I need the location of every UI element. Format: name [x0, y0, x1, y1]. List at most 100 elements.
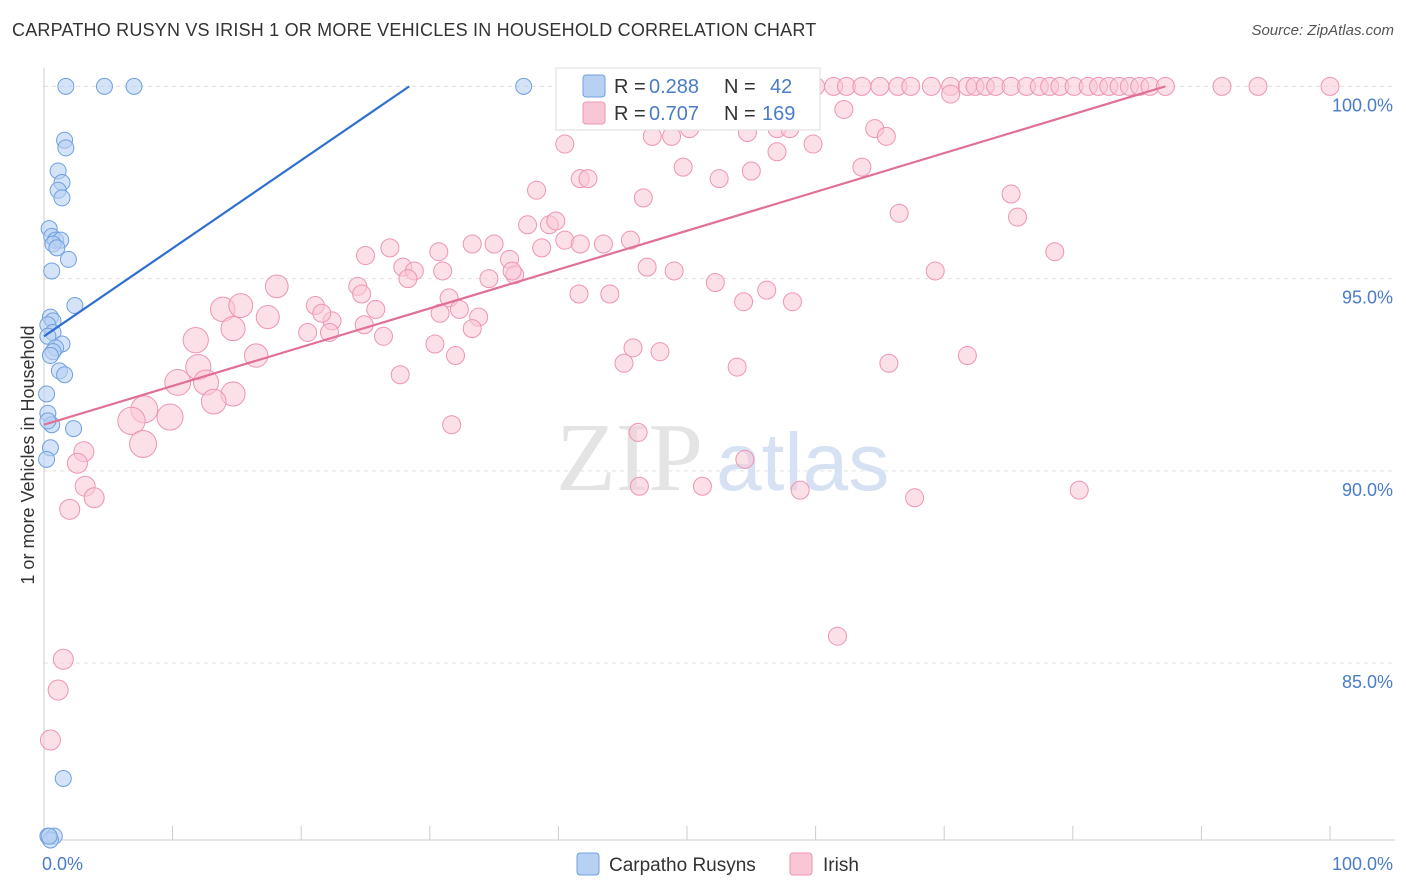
- irish-point-77: [532, 238, 552, 258]
- irish-point-70: [546, 211, 566, 231]
- irish-point-76: [484, 234, 504, 254]
- rusyn-point-41: [40, 827, 58, 845]
- irish-point-15: [870, 76, 890, 96]
- irish-point-152: [827, 626, 847, 646]
- y-tick-labels: 85.0% 90.0% 95.0% 100.0%: [1332, 95, 1393, 692]
- irish-point-104: [449, 299, 469, 319]
- rusyn-point-30: [38, 385, 56, 403]
- rusyn-point-5: [57, 139, 75, 157]
- x-tick-label-0: 0.0%: [42, 854, 83, 874]
- irish-point-119: [425, 334, 445, 354]
- irish-point-60: [709, 169, 729, 189]
- rusyn-point-27: [41, 347, 59, 365]
- irish-point-153: [52, 648, 74, 670]
- irish-point-154: [47, 679, 69, 701]
- legend-box: R = 0.288 N = 42 R = 0.707 N = 169: [555, 67, 821, 131]
- irish-point-66: [889, 203, 909, 223]
- irish-point-97: [569, 284, 589, 304]
- irish-point-146: [629, 476, 649, 496]
- trend-lines: [43, 85, 1166, 426]
- irish-point-142: [735, 449, 755, 469]
- irish-point-65: [1001, 184, 1021, 204]
- irish-point-145: [83, 487, 105, 509]
- irish-point-40: [1320, 76, 1340, 96]
- trend-line-0: [43, 85, 410, 338]
- irish-point-125: [879, 353, 899, 373]
- irish-point-39: [1248, 76, 1268, 96]
- irish-point-96: [600, 284, 620, 304]
- rusyn-point-1: [95, 77, 113, 95]
- irish-point-121: [650, 342, 670, 362]
- bottom-legend-swatch-irish: [789, 852, 813, 876]
- irish-point-99: [757, 280, 777, 300]
- irish-point-57: [852, 157, 872, 177]
- irish-point-59: [741, 161, 761, 181]
- y-tick-label-3: 100.0%: [1332, 95, 1393, 115]
- legend-n-label-2: N =: [724, 103, 756, 125]
- irish-point-133: [200, 388, 227, 415]
- legend-n-value-2: 169: [762, 103, 795, 125]
- irish-point-124: [727, 357, 747, 377]
- irish-point-68: [518, 215, 538, 235]
- irish-point-67: [1008, 207, 1028, 227]
- rusyn-point-34: [65, 420, 83, 438]
- rusyn-point-0: [57, 77, 75, 95]
- irish-point-44: [834, 99, 854, 119]
- irish-point-52: [803, 134, 823, 154]
- rusyn-point-18: [66, 297, 84, 315]
- irish-point-14: [852, 76, 872, 96]
- irish-point-81: [356, 246, 375, 266]
- irish-point-103: [366, 299, 386, 319]
- irish-point-112: [312, 303, 332, 323]
- irish-point-101: [782, 292, 802, 312]
- irish-point-58: [673, 157, 693, 177]
- irish-point-92: [398, 269, 418, 289]
- irish-point-111: [228, 293, 254, 318]
- rusyn-point-36: [38, 450, 56, 468]
- bottom-legend: Carpatho Rusyns Irish: [576, 852, 859, 876]
- irish-point-91: [479, 269, 499, 289]
- x-tick-label-1: 100.0%: [1332, 854, 1393, 874]
- legend-r-label-2: R =: [614, 103, 646, 125]
- rusyn-point-37: [54, 769, 72, 787]
- irish-point-123: [614, 353, 634, 373]
- legend-n-value-1: 42: [770, 76, 792, 98]
- irish-point-94: [264, 274, 289, 299]
- chart-title: CARPATHO RUSYN VS IRISH 1 OR MORE VEHICL…: [12, 20, 817, 40]
- irish-point-127: [182, 327, 209, 354]
- irish-point-120: [623, 338, 643, 358]
- bottom-legend-label-rusyn: Carpatho Rusyns: [609, 855, 756, 876]
- irish-point-151: [59, 498, 81, 520]
- legend-r-value-2: 0.707: [649, 103, 699, 125]
- irish-point-148: [790, 480, 810, 500]
- irish-point-131: [164, 369, 192, 396]
- irish-point-73: [593, 234, 613, 254]
- irish-point-74: [620, 230, 640, 250]
- y-axis-label: 1 or more Vehicles in Household: [18, 325, 38, 584]
- irish-point-90: [1045, 242, 1065, 262]
- watermark: ZIP atlas: [556, 404, 889, 512]
- chart-source: Source: ZipAtlas.com: [1251, 22, 1394, 39]
- irish-point-107: [462, 319, 482, 339]
- irish-point-143: [66, 452, 88, 474]
- irish-point-149: [905, 488, 925, 508]
- irish-point-134: [156, 403, 184, 431]
- legend-swatch-irish: [582, 101, 606, 125]
- irish-point-88: [664, 261, 684, 281]
- irish-point-118: [374, 326, 394, 346]
- irish-point-64: [633, 188, 653, 208]
- series-carpatho-rusyns: [38, 77, 533, 849]
- irish-point-87: [502, 261, 522, 281]
- bottom-legend-label-irish: Irish: [823, 855, 859, 876]
- irish-point-55: [555, 134, 575, 154]
- irish-point-56: [767, 142, 787, 162]
- irish-point-147: [692, 476, 712, 496]
- irish-point-63: [527, 180, 547, 200]
- y-tick-label-2: 95.0%: [1342, 288, 1393, 308]
- irish-point-122: [446, 346, 466, 366]
- rusyn-point-29: [56, 366, 74, 384]
- irish-point-140: [129, 430, 157, 458]
- irish-point-75: [462, 234, 482, 254]
- irish-point-17: [901, 76, 921, 96]
- irish-point-100: [734, 292, 754, 312]
